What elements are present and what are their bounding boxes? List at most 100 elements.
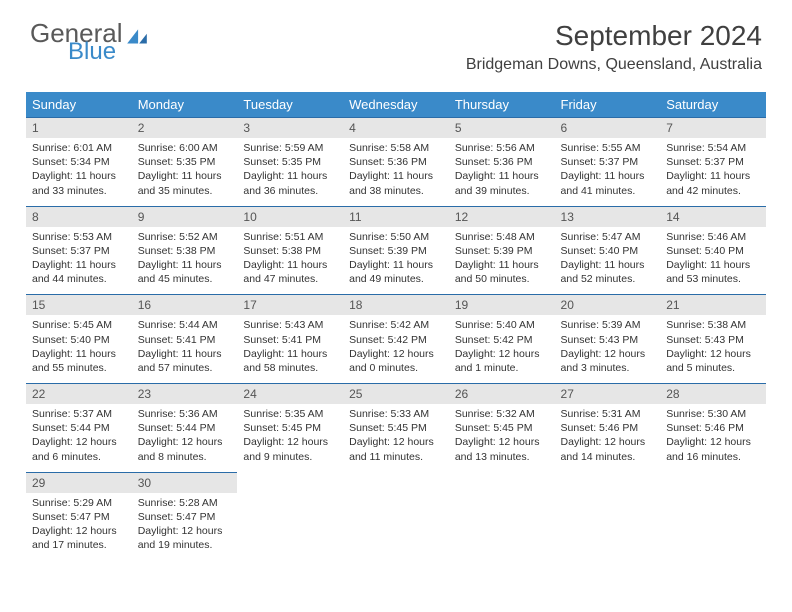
sunrise-text: Sunrise: 5:35 AM [243,407,337,421]
daylight-text-1: Daylight: 11 hours [243,258,337,272]
day-detail-cell: Sunrise: 6:00 AMSunset: 5:35 PMDaylight:… [132,138,238,206]
day-detail-cell: Sunrise: 5:38 AMSunset: 5:43 PMDaylight:… [660,315,766,383]
day-number-cell: 1 [26,118,132,139]
day-number-cell [555,472,661,493]
daylight-text-1: Daylight: 11 hours [349,169,443,183]
day-number-cell: 27 [555,384,661,405]
day-detail-cell: Sunrise: 5:29 AMSunset: 5:47 PMDaylight:… [26,493,132,561]
day-detail-cell: Sunrise: 5:44 AMSunset: 5:41 PMDaylight:… [132,315,238,383]
daylight-text-1: Daylight: 11 hours [455,169,549,183]
weekday-header: Friday [555,92,661,118]
day-detail-cell: Sunrise: 5:48 AMSunset: 5:39 PMDaylight:… [449,227,555,295]
day-detail-cell: Sunrise: 5:36 AMSunset: 5:44 PMDaylight:… [132,404,238,472]
sunset-text: Sunset: 5:42 PM [455,333,549,347]
sunrise-text: Sunrise: 5:31 AM [561,407,655,421]
daylight-text-2: and 58 minutes. [243,361,337,375]
sunrise-text: Sunrise: 5:56 AM [455,141,549,155]
day-number-cell: 15 [26,295,132,316]
daylight-text-1: Daylight: 12 hours [561,347,655,361]
day-detail-cell: Sunrise: 5:59 AMSunset: 5:35 PMDaylight:… [237,138,343,206]
day-number-cell: 2 [132,118,238,139]
daylight-text-1: Daylight: 11 hours [138,169,232,183]
sunrise-text: Sunrise: 5:37 AM [32,407,126,421]
sunrise-text: Sunrise: 5:47 AM [561,230,655,244]
day-detail-cell: Sunrise: 5:51 AMSunset: 5:38 PMDaylight:… [237,227,343,295]
weekday-header: Tuesday [237,92,343,118]
day-number-cell: 6 [555,118,661,139]
sunrise-text: Sunrise: 5:36 AM [138,407,232,421]
daylight-text-2: and 6 minutes. [32,450,126,464]
daylight-text-1: Daylight: 11 hours [561,258,655,272]
day-number-cell: 16 [132,295,238,316]
daylight-text-1: Daylight: 12 hours [32,524,126,538]
daylight-text-1: Daylight: 11 hours [349,258,443,272]
day-detail-cell: Sunrise: 5:32 AMSunset: 5:45 PMDaylight:… [449,404,555,472]
daylight-text-1: Daylight: 12 hours [349,347,443,361]
sunset-text: Sunset: 5:44 PM [32,421,126,435]
daylight-text-1: Daylight: 11 hours [455,258,549,272]
day-number-cell: 24 [237,384,343,405]
daylight-text-2: and 47 minutes. [243,272,337,286]
daylight-text-2: and 45 minutes. [138,272,232,286]
sunrise-text: Sunrise: 5:54 AM [666,141,760,155]
weekday-header: Saturday [660,92,766,118]
daylight-text-2: and 8 minutes. [138,450,232,464]
day-detail-cell: Sunrise: 5:58 AMSunset: 5:36 PMDaylight:… [343,138,449,206]
weekday-header: Wednesday [343,92,449,118]
daylight-text-2: and 14 minutes. [561,450,655,464]
daylight-text-2: and 36 minutes. [243,184,337,198]
weekday-header: Thursday [449,92,555,118]
sunrise-text: Sunrise: 5:30 AM [666,407,760,421]
daylight-text-1: Daylight: 11 hours [561,169,655,183]
sunset-text: Sunset: 5:45 PM [455,421,549,435]
day-detail-cell: Sunrise: 5:52 AMSunset: 5:38 PMDaylight:… [132,227,238,295]
daylight-text-2: and 50 minutes. [455,272,549,286]
day-detail-cell: Sunrise: 5:47 AMSunset: 5:40 PMDaylight:… [555,227,661,295]
sunrise-text: Sunrise: 5:51 AM [243,230,337,244]
daylight-text-1: Daylight: 12 hours [349,435,443,449]
daylight-text-2: and 42 minutes. [666,184,760,198]
sunset-text: Sunset: 5:40 PM [666,244,760,258]
daylight-text-1: Daylight: 11 hours [243,347,337,361]
daylight-text-1: Daylight: 12 hours [138,435,232,449]
daylight-text-2: and 39 minutes. [455,184,549,198]
daylight-text-2: and 44 minutes. [32,272,126,286]
sunrise-text: Sunrise: 5:38 AM [666,318,760,332]
day-number-cell [660,472,766,493]
sunset-text: Sunset: 5:47 PM [32,510,126,524]
day-detail-cell: Sunrise: 6:01 AMSunset: 5:34 PMDaylight:… [26,138,132,206]
day-number-cell: 22 [26,384,132,405]
day-number-cell: 11 [343,206,449,227]
day-detail-cell: Sunrise: 5:54 AMSunset: 5:37 PMDaylight:… [660,138,766,206]
day-detail-cell [555,493,661,561]
daylight-text-2: and 1 minute. [455,361,549,375]
sunrise-text: Sunrise: 5:52 AM [138,230,232,244]
day-detail-cell: Sunrise: 5:46 AMSunset: 5:40 PMDaylight:… [660,227,766,295]
daylight-text-2: and 53 minutes. [666,272,760,286]
day-number-cell: 4 [343,118,449,139]
day-detail-cell: Sunrise: 5:28 AMSunset: 5:47 PMDaylight:… [132,493,238,561]
daylight-text-1: Daylight: 11 hours [32,169,126,183]
sunset-text: Sunset: 5:43 PM [561,333,655,347]
day-detail-cell: Sunrise: 5:55 AMSunset: 5:37 PMDaylight:… [555,138,661,206]
weekday-header: Monday [132,92,238,118]
day-number-cell: 10 [237,206,343,227]
day-detail-cell: Sunrise: 5:43 AMSunset: 5:41 PMDaylight:… [237,315,343,383]
daylight-text-2: and 35 minutes. [138,184,232,198]
daylight-text-2: and 52 minutes. [561,272,655,286]
daylight-text-1: Daylight: 12 hours [243,435,337,449]
daylight-text-2: and 49 minutes. [349,272,443,286]
location-text: Bridgeman Downs, Queensland, Australia [466,56,762,74]
daylight-text-2: and 11 minutes. [349,450,443,464]
day-detail-cell [343,493,449,561]
sunset-text: Sunset: 5:40 PM [561,244,655,258]
day-number-cell [449,472,555,493]
sunset-text: Sunset: 5:45 PM [349,421,443,435]
daylight-text-2: and 0 minutes. [349,361,443,375]
day-number-cell: 7 [660,118,766,139]
day-number-cell [237,472,343,493]
day-detail-cell: Sunrise: 5:35 AMSunset: 5:45 PMDaylight:… [237,404,343,472]
daylight-text-2: and 57 minutes. [138,361,232,375]
sunset-text: Sunset: 5:38 PM [138,244,232,258]
daylight-text-1: Daylight: 12 hours [455,347,549,361]
